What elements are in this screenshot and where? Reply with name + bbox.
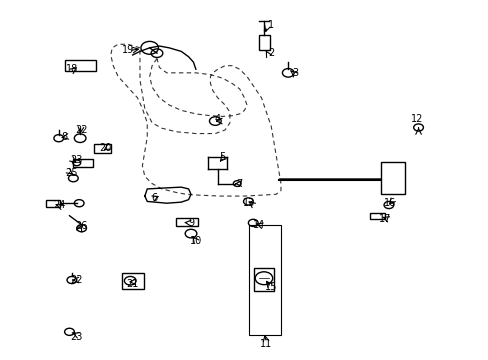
Bar xyxy=(259,35,269,50)
Text: 5: 5 xyxy=(219,152,225,162)
Bar xyxy=(380,162,404,194)
Text: 22: 22 xyxy=(75,125,88,135)
Bar xyxy=(94,144,111,153)
Text: 18: 18 xyxy=(65,64,78,74)
Text: 2: 2 xyxy=(267,48,274,58)
Bar xyxy=(176,217,198,226)
Text: 3: 3 xyxy=(292,68,298,78)
Text: 14: 14 xyxy=(252,220,264,230)
Bar xyxy=(249,225,281,336)
Text: 11: 11 xyxy=(260,339,272,349)
Bar xyxy=(369,213,384,219)
Bar xyxy=(73,158,93,167)
Text: 6: 6 xyxy=(151,193,157,203)
Text: 7: 7 xyxy=(236,179,242,189)
Text: 8: 8 xyxy=(61,132,67,142)
Bar xyxy=(254,267,273,291)
Text: 10: 10 xyxy=(189,236,202,246)
Text: 26: 26 xyxy=(75,221,88,231)
Text: 17: 17 xyxy=(379,214,391,224)
Text: 23: 23 xyxy=(70,332,83,342)
Bar xyxy=(46,200,60,207)
Text: 23: 23 xyxy=(70,156,83,165)
Text: 4: 4 xyxy=(214,114,221,124)
Text: 13: 13 xyxy=(243,198,255,208)
Text: 20: 20 xyxy=(100,143,112,153)
Text: 12: 12 xyxy=(410,114,423,124)
Text: 15: 15 xyxy=(264,282,277,292)
Text: 25: 25 xyxy=(65,168,78,178)
Text: 1: 1 xyxy=(267,19,274,30)
Text: 19: 19 xyxy=(122,45,134,55)
Text: 21: 21 xyxy=(126,279,139,289)
Bar xyxy=(122,273,143,289)
Text: 9: 9 xyxy=(187,218,194,228)
Text: 24: 24 xyxy=(54,200,66,210)
Bar xyxy=(64,60,96,71)
Text: 16: 16 xyxy=(384,198,396,208)
Text: 22: 22 xyxy=(70,275,83,285)
